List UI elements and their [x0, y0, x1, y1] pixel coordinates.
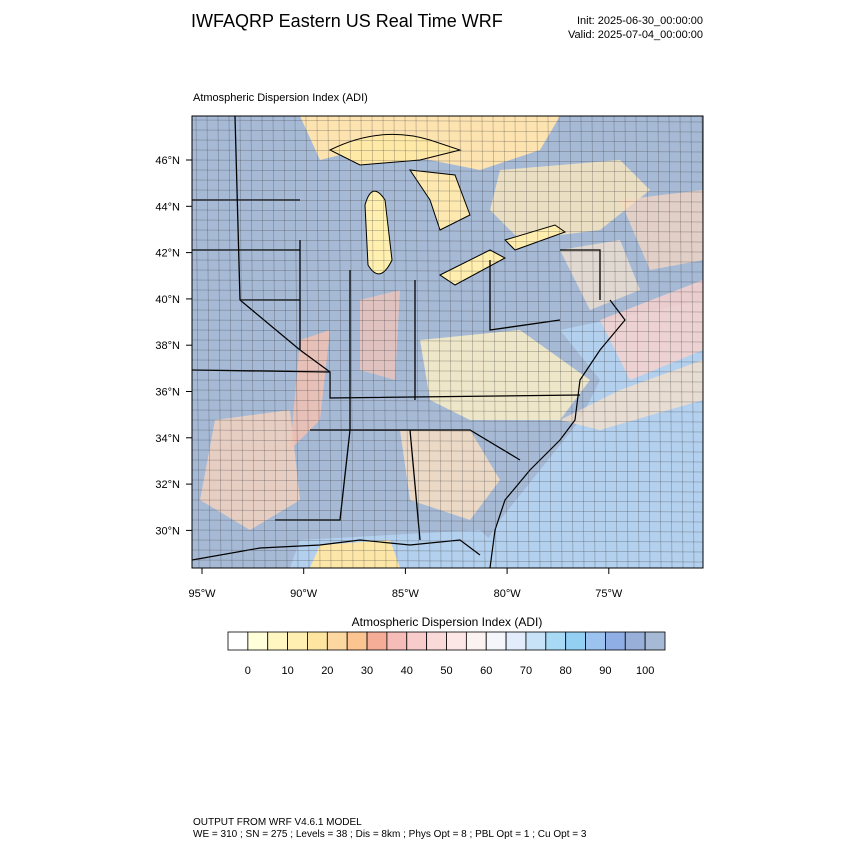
lat-label: 40°N [155, 294, 180, 306]
colorbar-swatch [644, 631, 666, 651]
lat-label: 34°N [155, 433, 180, 445]
colorbar-swatch [386, 631, 408, 651]
lat-label: 42°N [155, 248, 180, 260]
lat-label: 36°N [155, 387, 180, 399]
lon-label: 95°W [188, 588, 216, 600]
map [192, 116, 703, 568]
footer-line: WE = 310 ; SN = 275 ; Levels = 38 ; Dis … [193, 829, 587, 840]
colorbar-swatch [505, 631, 527, 651]
colorbar-swatch [605, 631, 626, 651]
lat-label: 32°N [155, 479, 180, 491]
colorbar-swatch [426, 631, 447, 651]
map-title: Atmospheric Dispersion Index (ADI) [193, 92, 368, 104]
colorbar-swatch [346, 631, 368, 651]
colorbar-tick-label: 100 [636, 665, 654, 677]
valid-time: Valid: 2025-07-04_00:00:00 [568, 29, 703, 41]
colorbar-swatch [287, 631, 308, 651]
colorbar-swatch [307, 631, 328, 651]
colorbar-swatch [366, 631, 388, 651]
colorbar-swatch [267, 631, 288, 651]
colorbar-swatch [545, 631, 567, 651]
map-frame [191, 115, 704, 569]
lon-label: 85°W [392, 588, 420, 600]
colorbar-swatch [406, 631, 428, 651]
page-title: IWFAQRP Eastern US Real Time WRF [191, 11, 503, 31]
lon-label: 75°W [595, 588, 623, 600]
colorbar-tick-label: 50 [440, 665, 452, 677]
colorbar-tick-label: 40 [401, 665, 413, 677]
lat-label: 44°N [155, 201, 180, 213]
colorbar-tick-label: 70 [520, 665, 532, 677]
colorbar-tick-label: 60 [480, 665, 492, 677]
lon-label: 90°W [290, 588, 318, 600]
colorbar-swatch [326, 631, 348, 651]
colorbar-swatch [247, 631, 269, 651]
colorbar-swatch [446, 631, 467, 651]
colorbar-tick-label: 20 [321, 665, 333, 677]
colorbar-swatch [624, 631, 646, 651]
colorbar-tick-label: 90 [599, 665, 611, 677]
colorbar-tick-label: 10 [281, 665, 293, 677]
colorbar-swatch [227, 631, 249, 651]
lat-label: 38°N [155, 340, 180, 352]
lat-label: 46°N [155, 155, 180, 167]
colorbar: 0 10 20 30 40 50 60 70 80 90 100 [227, 631, 666, 677]
colorbar-swatch [485, 631, 507, 651]
colorbar-tick-label: 80 [560, 665, 572, 677]
map-axes: 46°N 44°N 42°N 40°N 38°N 36°N 34°N 32°N 30°N 95°W… [155, 155, 622, 600]
lat-label: 30°N [155, 525, 180, 537]
colorbar-swatch [565, 631, 586, 651]
colorbar-swatch [465, 631, 487, 651]
colorbar-tick-label: 0 [245, 665, 251, 677]
colorbar-title: Atmospheric Dispersion Index (ADI) [352, 615, 543, 629]
lon-label: 80°W [494, 588, 522, 600]
colorbar-swatch [585, 631, 606, 651]
colorbar-tick-label: 30 [361, 665, 373, 677]
colorbar-swatch [525, 631, 547, 651]
footer-line: OUTPUT FROM WRF V4.6.1 MODEL [193, 817, 362, 828]
init-time: Init: 2025-06-30_00:00:00 [577, 15, 703, 27]
